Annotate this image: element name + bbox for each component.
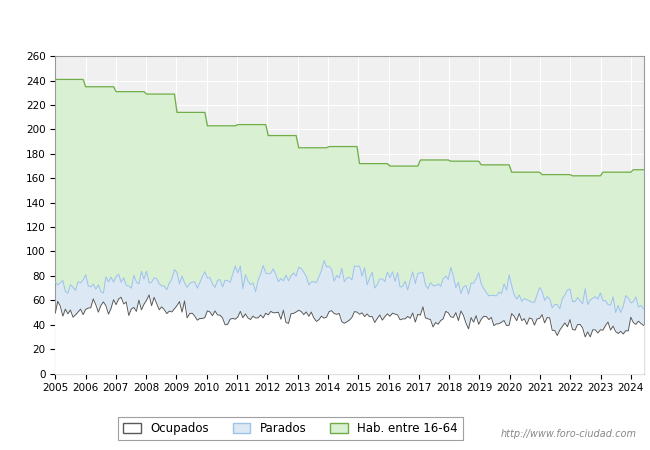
- Text: http://www.foro-ciudad.com: http://www.foro-ciudad.com: [501, 429, 637, 439]
- Text: Cubillos  -  Evolucion de la poblacion en edad de Trabajar Mayo de 2024: Cubillos - Evolucion de la poblacion en …: [84, 17, 566, 30]
- Legend: Ocupados, Parados, Hab. entre 16-64: Ocupados, Parados, Hab. entre 16-64: [118, 418, 463, 440]
